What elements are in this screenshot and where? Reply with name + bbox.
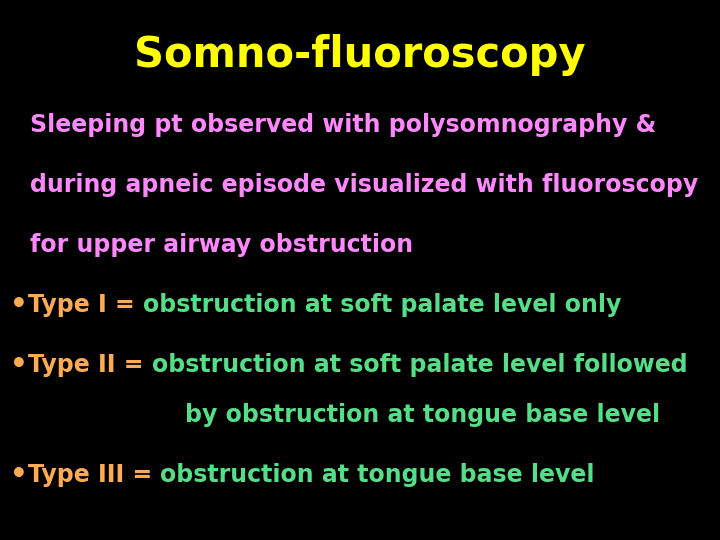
Text: for upper airway obstruction: for upper airway obstruction [30, 233, 413, 257]
Text: Sleeping pt observed with polysomnography &: Sleeping pt observed with polysomnograph… [30, 113, 656, 137]
Text: Type II =: Type II = [28, 353, 152, 377]
Text: Somno-fluoroscopy: Somno-fluoroscopy [134, 34, 586, 76]
Text: •: • [10, 461, 28, 489]
Text: obstruction at soft palate level followed: obstruction at soft palate level followe… [152, 353, 688, 377]
Text: •: • [10, 351, 28, 379]
Text: by obstruction at tongue base level: by obstruction at tongue base level [185, 403, 660, 427]
Text: during apneic episode visualized with fluoroscopy: during apneic episode visualized with fl… [30, 173, 698, 197]
Text: obstruction at tongue base level: obstruction at tongue base level [161, 463, 595, 487]
Text: •: • [10, 291, 28, 319]
Text: obstruction at soft palate level only: obstruction at soft palate level only [143, 293, 621, 317]
Text: Type I =: Type I = [28, 293, 143, 317]
Text: Type III =: Type III = [28, 463, 161, 487]
